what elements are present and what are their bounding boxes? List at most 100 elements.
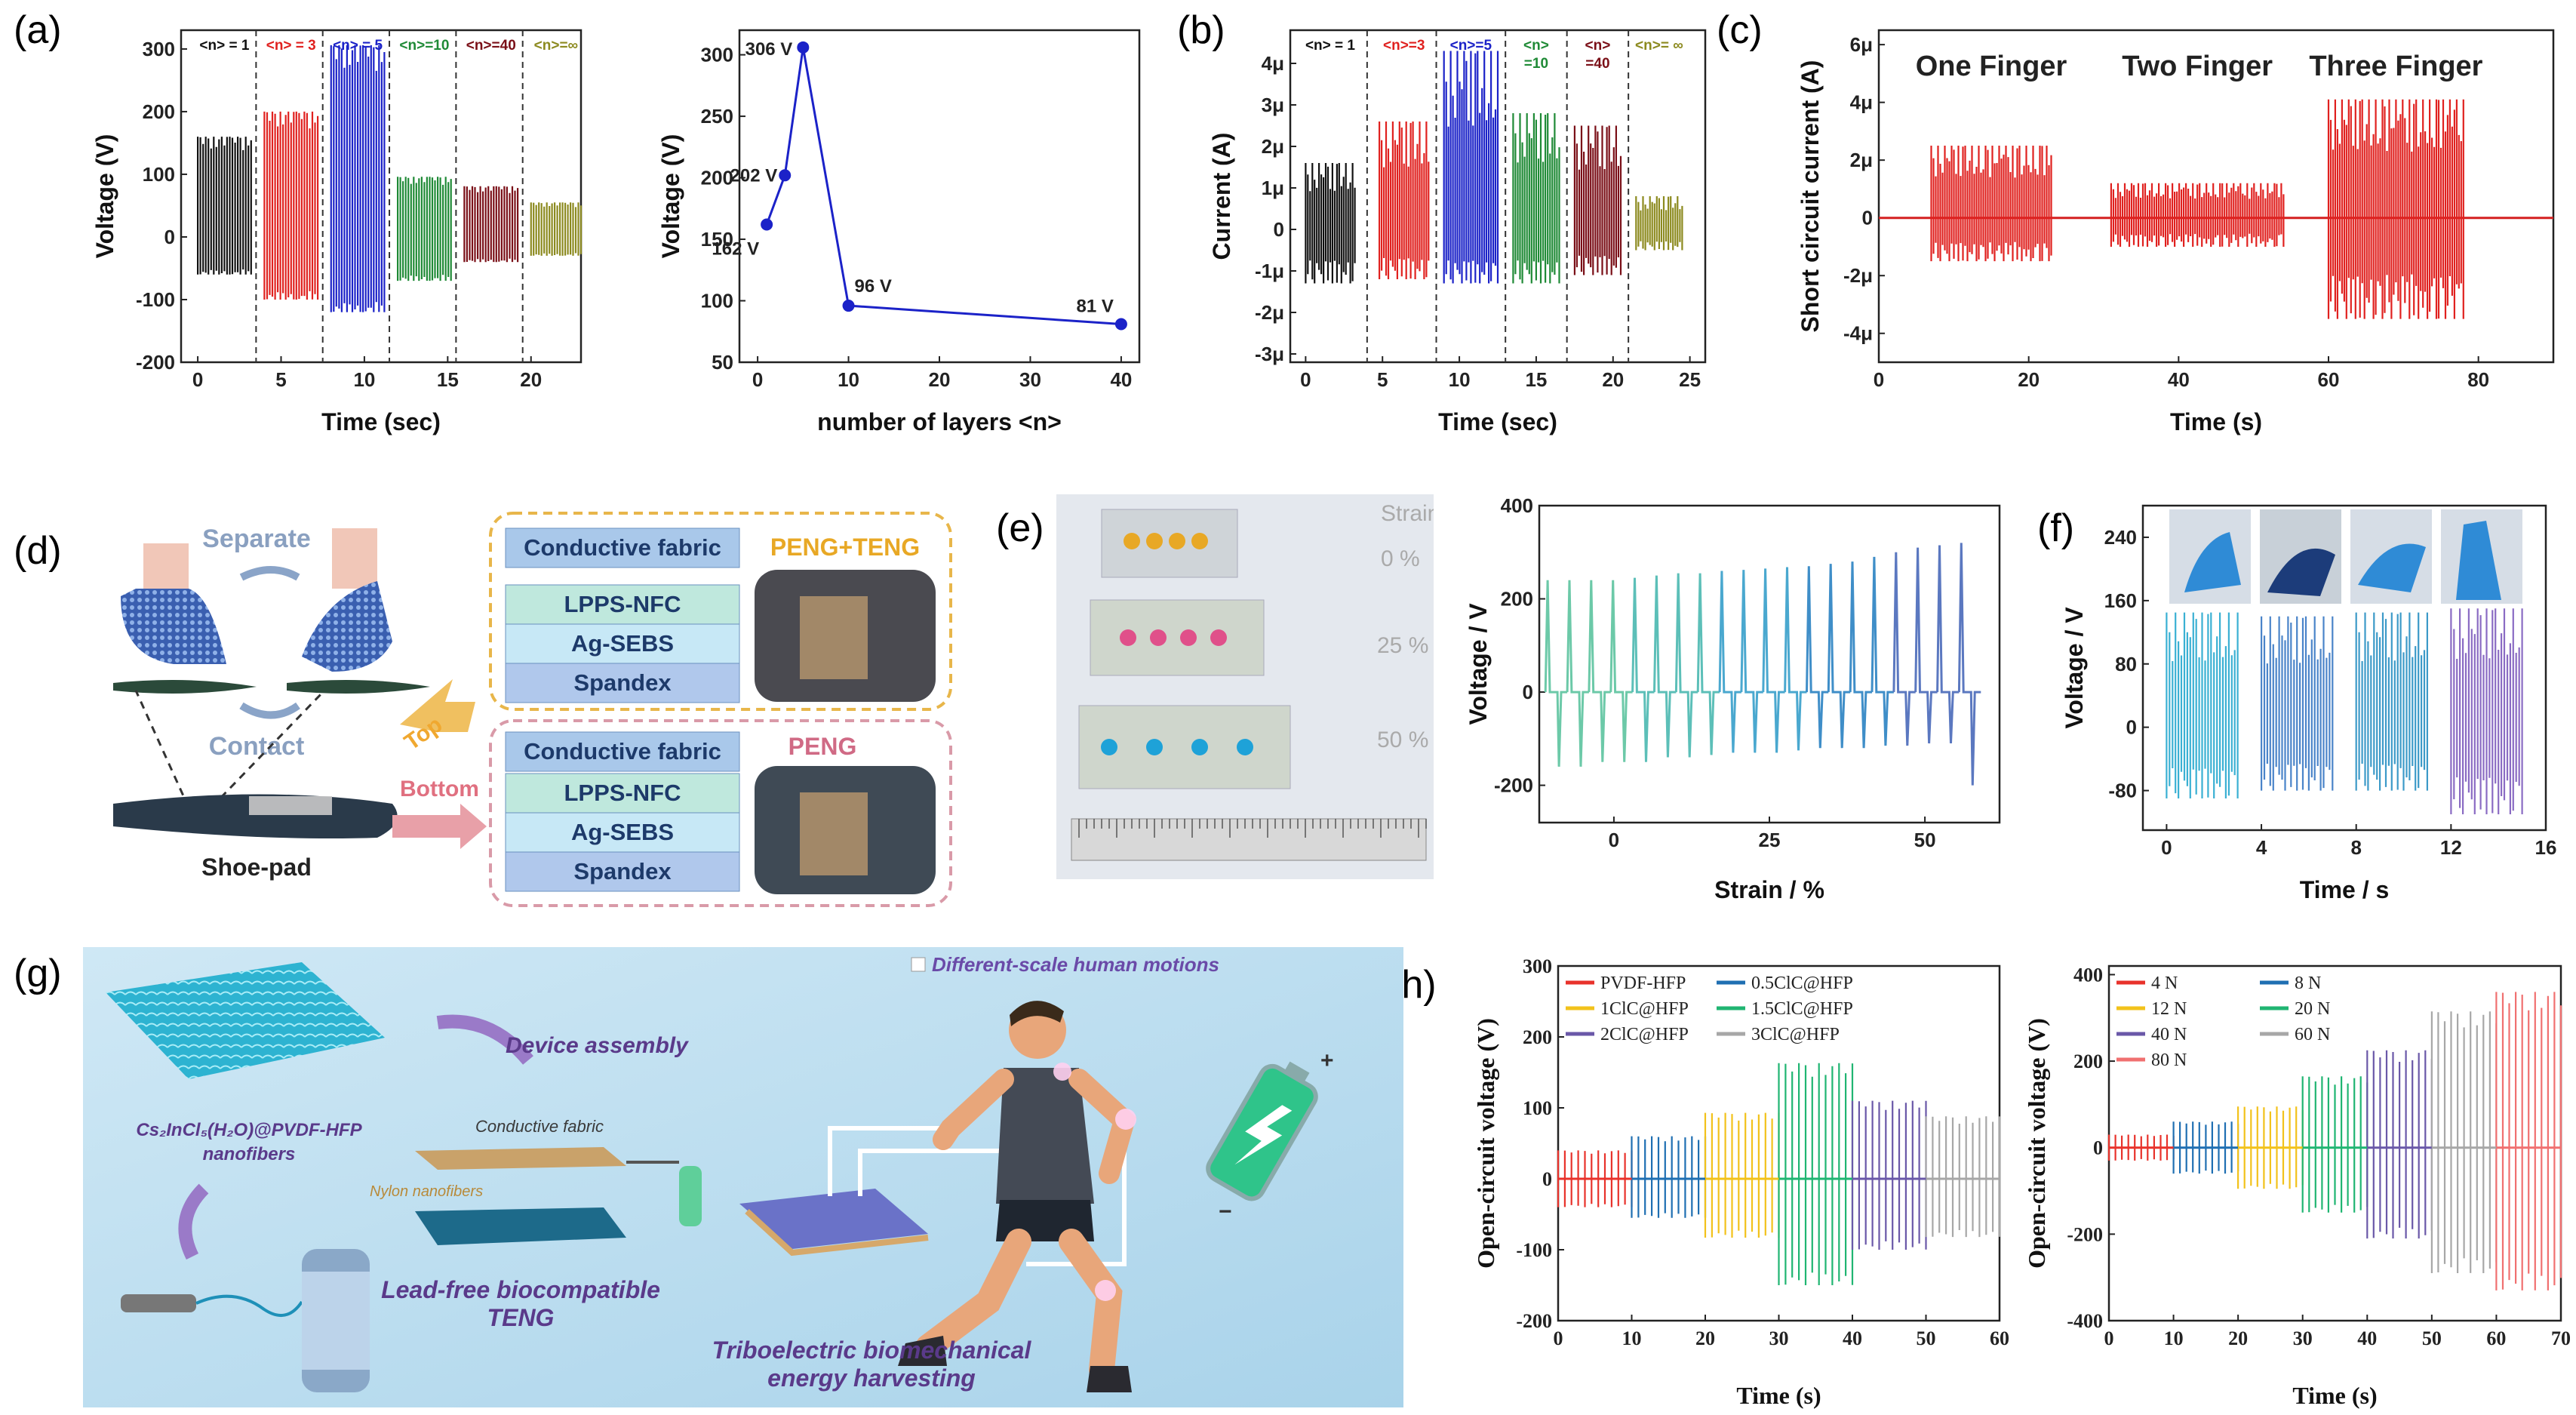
y-tick-label: 0 xyxy=(2093,1137,2103,1159)
y-axis-label: Voltage / V xyxy=(2061,607,2088,729)
bottom-arrow xyxy=(392,804,487,849)
plot-frame xyxy=(180,29,583,364)
signal-segment xyxy=(1778,1063,1854,1285)
segment-label: <n>=5 xyxy=(1450,38,1492,54)
strain-25-markers xyxy=(1120,629,1227,646)
chart-f-voltage-time: 0 4 8 12 16 -80 0 80 160 240 Time / s Voltage / V xyxy=(2061,504,2556,903)
x-tick-label: 20 xyxy=(1695,1327,1715,1349)
shoe-pad-label: Shoe-pad xyxy=(201,854,312,881)
panel-label-c: (c) xyxy=(1717,8,1763,52)
nylon-label: Nylon nanofibers xyxy=(370,1183,483,1200)
legend-label: 8 N xyxy=(2295,974,2321,993)
segment-label: <n>=∞ xyxy=(534,38,578,54)
burst-segment xyxy=(1930,146,2052,262)
pulse xyxy=(1566,580,1589,767)
strain-0: 0 % xyxy=(1381,546,1420,571)
pulse xyxy=(1914,547,1938,744)
panel-label-b: (b) xyxy=(1177,8,1225,52)
y-tick-label: -100 xyxy=(136,288,175,311)
y-tick-label: 0 xyxy=(1542,1168,1552,1190)
pulse xyxy=(1631,577,1655,762)
y-tick-label: -100 xyxy=(1516,1239,1552,1261)
signal-segment xyxy=(1851,1100,1927,1250)
x-tick-label: 60 xyxy=(2318,368,2340,391)
signal-segment xyxy=(2261,616,2334,791)
x-tick-label: 80 xyxy=(2467,368,2489,391)
y-axis-label: Voltage / V xyxy=(1465,603,1492,725)
y-tick-label: -200 xyxy=(1494,774,1533,797)
y-tick-label: 240 xyxy=(2104,526,2137,549)
data-label: 81 V xyxy=(1077,296,1114,316)
signal-segment xyxy=(530,202,583,256)
sock-foot-right xyxy=(302,528,392,672)
y-tick-label: -2μ xyxy=(1843,264,1873,287)
x-tick-label: 50 xyxy=(1917,1327,1936,1349)
insole-left xyxy=(113,680,257,694)
signal-segment xyxy=(1443,51,1499,284)
electrospinning-syringe xyxy=(121,1294,303,1317)
y-tick-label: 0 xyxy=(1862,207,1873,229)
signal-segment xyxy=(1512,113,1560,284)
chart-a-voltage-time: 0 5 10 15 20 -200 -100 0 100 200 300 Time (sec) Volt… xyxy=(91,29,583,435)
signal-segment xyxy=(1704,1112,1780,1238)
contact-label: Contact xyxy=(209,732,305,761)
chart-b-current-time: 0 5 10 15 20 25 -3μ -2μ -1μ 0 1μ 2μ 3μ 4μ Time (sec) Cu… xyxy=(1208,29,1707,435)
signal-segment xyxy=(2495,992,2562,1290)
panel-label-e: (e) xyxy=(996,506,1044,550)
x-tick-label: 15 xyxy=(437,368,459,391)
y-tick-label: -200 xyxy=(1516,1310,1552,1332)
y-tick-label: 0 xyxy=(2126,716,2137,739)
y-axis-label: Short circuit current (A) xyxy=(1797,60,1824,333)
panel-d-shoe-schematic: Separate Contact Shoe-pad Top Bottom Con… xyxy=(113,512,952,907)
x-tick-label: 0 xyxy=(1874,368,1884,391)
battery-plus: + xyxy=(1320,1048,1334,1073)
strain-0-markers xyxy=(1124,533,1208,549)
top-layer-1: Conductive fabric xyxy=(524,534,721,561)
x-axis-label: number of layers <n> xyxy=(817,408,1062,435)
legend-label: 3ClC@HFP xyxy=(1751,1025,1840,1044)
y-tick-label: 400 xyxy=(1501,494,1533,517)
signal-segment xyxy=(1635,196,1683,251)
chart-a-voltage-layers: 0 10 20 30 40 50 100 150 200 250 300 number of laye… xyxy=(657,29,1141,435)
strain-50: 50 % xyxy=(1377,727,1428,752)
x-axis-label: Time (s) xyxy=(2170,408,2262,435)
y-tick-label: 1μ xyxy=(1262,177,1284,199)
y-tick-label: 50 xyxy=(712,351,733,374)
x-tick-label: 0 xyxy=(2161,836,2172,859)
pulse xyxy=(1696,573,1720,755)
legend-label: 1.5ClC@HFP xyxy=(1751,999,1853,1019)
x-tick-label: 12 xyxy=(2440,836,2462,859)
y-tick-label: 100 xyxy=(701,290,733,312)
pulse xyxy=(1892,552,1916,746)
signal-segment xyxy=(2366,1050,2433,1239)
panel-f-hand-photos xyxy=(2169,509,2522,604)
pulse xyxy=(1740,570,1763,753)
pulse xyxy=(1609,580,1633,762)
signal-segment xyxy=(263,111,319,300)
y-tick-label: 100 xyxy=(1523,1097,1552,1119)
annotation: One Finger xyxy=(1916,51,2067,82)
x-tick-label: 10 xyxy=(2164,1327,2184,1349)
segment-label: <n> = 1 xyxy=(1305,38,1355,54)
signal-segment xyxy=(2301,1076,2369,1213)
battery-icon xyxy=(1206,1061,1318,1201)
assembly-arrow xyxy=(436,1014,533,1065)
strain-25: 25 % xyxy=(1377,633,1428,658)
legend-label: 1ClC@HFP xyxy=(1600,999,1689,1019)
cycle-arrow-bottom xyxy=(239,702,300,719)
segment-label: <n> = 1 xyxy=(199,38,249,54)
y-tick-label: 0 xyxy=(164,226,175,248)
y-tick-label: 3μ xyxy=(1262,94,1284,116)
legend-label: 0.5ClC@HFP xyxy=(1751,974,1853,993)
separate-label: Separate xyxy=(202,524,311,553)
legend-label: 80 N xyxy=(2151,1050,2187,1070)
y-tick-label: -3μ xyxy=(1255,343,1284,365)
motions-label: Different-scale human motions xyxy=(932,953,1219,976)
dashed-pointer-left xyxy=(134,690,190,808)
signal-segment xyxy=(1379,122,1430,279)
y-tick-label: -2μ xyxy=(1255,301,1284,324)
panel-g-illustration: Cs₂InCl₅(H₂O)@PVDF-HFP nanofibers Device… xyxy=(83,947,1403,1407)
pulse xyxy=(1936,545,1960,744)
x-tick-label: 30 xyxy=(1769,1327,1789,1349)
x-tick-label: 15 xyxy=(1525,368,1547,391)
